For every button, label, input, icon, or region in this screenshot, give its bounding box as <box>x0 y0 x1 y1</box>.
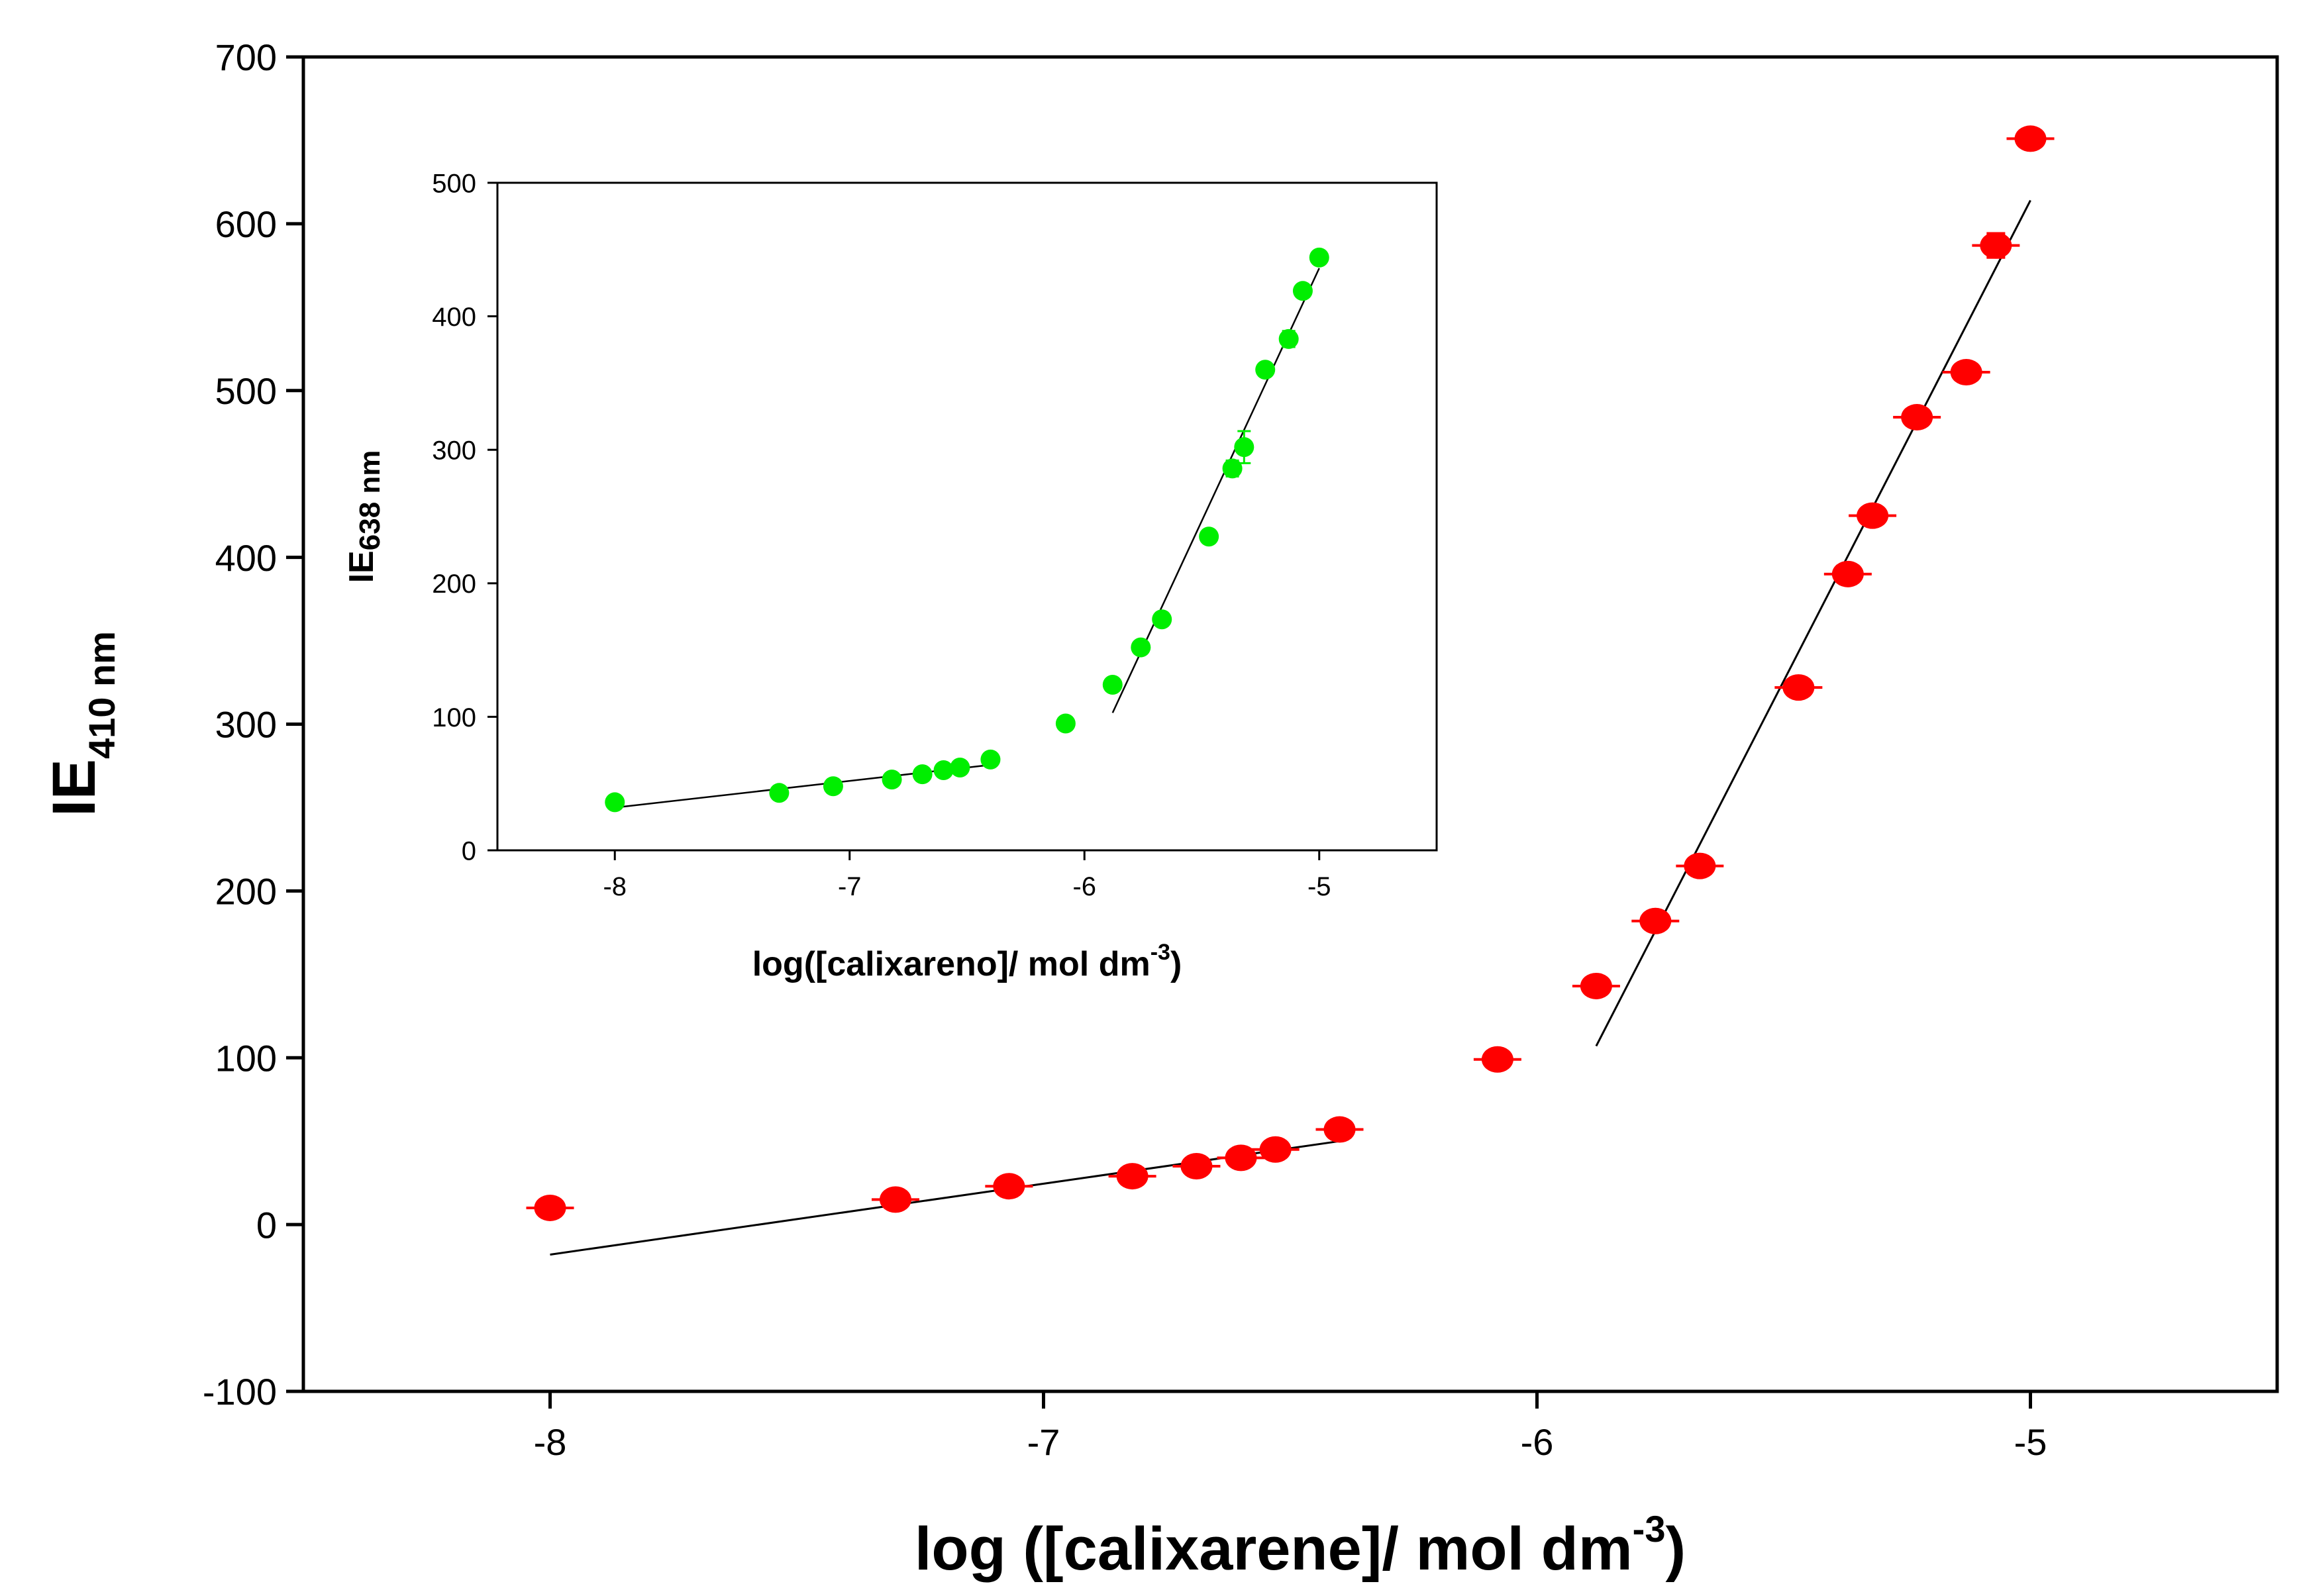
main-x-ticks: -8 -7 -6 -5 <box>534 1391 2047 1463</box>
main-x-tick-label: -5 <box>2014 1421 2047 1463</box>
inset-data-point <box>933 760 954 781</box>
main-data-point <box>1259 1136 1292 1163</box>
inset-data-point <box>1131 637 1151 658</box>
inset-data-point <box>1102 675 1123 695</box>
main-y-ticks: -100 0 100 200 300 400 500 600 700 <box>203 36 303 1413</box>
inset-data-point <box>882 770 902 790</box>
inset-x-axis-title-sup: -3 <box>1150 940 1170 965</box>
main-y-tick-label: 100 <box>215 1037 277 1079</box>
inset-y-axis-title-main: IE <box>342 550 381 583</box>
inset-y-tick-label: 400 <box>432 303 476 332</box>
inset-x-tick-label: -7 <box>838 872 862 901</box>
inset-y-axis-title: IE638 nm <box>342 450 386 583</box>
main-data-point <box>1225 1144 1257 1172</box>
main-x-tick-label: -8 <box>534 1421 567 1463</box>
inset-data-point <box>912 764 933 785</box>
main-y-tick-label: -100 <box>203 1371 277 1413</box>
main-data-points <box>526 125 2055 1221</box>
main-data-point <box>1323 1116 1356 1143</box>
main-data-point <box>1857 502 1889 529</box>
main-y-tick-label: 500 <box>215 370 277 412</box>
inset-data-point <box>769 783 790 803</box>
inset-y-tick-label: 200 <box>432 570 476 599</box>
main-x-tick-label: -6 <box>1521 1421 1554 1463</box>
inset-x-axis-title: log([calixareno]/ mol dm-3) <box>752 940 1182 983</box>
main-fit-line <box>1595 199 2031 1047</box>
main-x-axis-title-close: ) <box>1665 1515 1686 1583</box>
inset-y-ticks: 0 100 200 300 400 500 <box>432 169 497 866</box>
main-data-point <box>2014 125 2047 152</box>
inset-y-tick-label: 0 <box>462 836 476 866</box>
inset-x-ticks: -8 -7 -6 -5 <box>603 850 1331 901</box>
main-x-axis-title-main: log ([calixarene]/ mol dm <box>915 1515 1633 1583</box>
inset-data-point <box>980 749 1001 770</box>
main-data-point <box>1580 972 1612 999</box>
inset-data-point <box>1222 458 1243 479</box>
inset-y-axis-title-sub: 638 nm <box>354 450 386 551</box>
main-data-point <box>1950 359 1982 386</box>
main-data-point <box>1782 674 1815 701</box>
main-x-axis-title-sup: -3 <box>1633 1508 1666 1550</box>
inset-y-tick-label: 300 <box>432 436 476 466</box>
inset-y-tick-label: 500 <box>432 169 476 198</box>
main-x-axis-title: log ([calixarene]/ mol dm-3) <box>915 1508 1686 1583</box>
main-y-tick-label: 0 <box>256 1204 277 1246</box>
inset-data-point <box>1255 360 1276 380</box>
main-data-point <box>1980 232 2012 259</box>
main-data-point <box>1180 1152 1213 1179</box>
main-data-point <box>993 1173 1025 1200</box>
inset-y-tick-label: 100 <box>432 703 476 732</box>
inset-data-point <box>950 758 970 778</box>
main-y-tick-label: 600 <box>215 203 277 245</box>
main-data-point <box>880 1186 911 1213</box>
inset-data-point <box>605 792 625 813</box>
main-data-point <box>534 1194 566 1221</box>
inset-x-axis-title-close: ) <box>1170 945 1182 983</box>
svg-text:IE410 nm: IE410 nm <box>40 631 123 817</box>
inset-data-point <box>1152 609 1172 630</box>
main-y-axis-title-sub: 410 nm <box>81 631 123 759</box>
main-x-tick-label: -7 <box>1027 1421 1060 1463</box>
inset-data-point <box>1199 526 1219 547</box>
inset-data-point <box>1309 247 1329 268</box>
inset-x-tick-label: -6 <box>1072 872 1096 901</box>
inset-data-points <box>605 247 1329 813</box>
main-data-point <box>1901 404 1933 431</box>
main-y-axis-title: IE410 nm <box>40 631 123 817</box>
main-y-tick-label: 300 <box>215 704 277 746</box>
main-data-point <box>1684 852 1716 879</box>
main-data-point <box>1831 560 1864 587</box>
inset-data-point <box>1278 328 1299 349</box>
inset-chart: 0 100 200 300 400 500 -8 -7 -6 -5 IE638 nm log([… <box>342 169 1438 983</box>
inset-data-point <box>1055 713 1076 734</box>
main-data-point <box>1639 907 1672 934</box>
inset-x-tick-label: -8 <box>603 872 627 901</box>
main-y-axis-title-main: IE <box>40 759 108 817</box>
inset-x-axis-title-main: log([calixareno]/ mol dm <box>752 945 1150 983</box>
inset-data-point <box>1292 281 1313 301</box>
inset-x-tick-label: -5 <box>1307 872 1331 901</box>
svg-text:IE638 nm: IE638 nm <box>342 450 386 583</box>
main-data-point <box>1481 1046 1513 1073</box>
main-data-point <box>1116 1163 1149 1190</box>
inset-data-point <box>823 776 843 797</box>
main-y-tick-label: 200 <box>215 871 277 913</box>
main-y-tick-label: 400 <box>215 537 277 579</box>
inset-data-point <box>1234 437 1254 458</box>
main-y-tick-label: 700 <box>215 36 277 78</box>
inset-plot-frame <box>496 181 1438 852</box>
